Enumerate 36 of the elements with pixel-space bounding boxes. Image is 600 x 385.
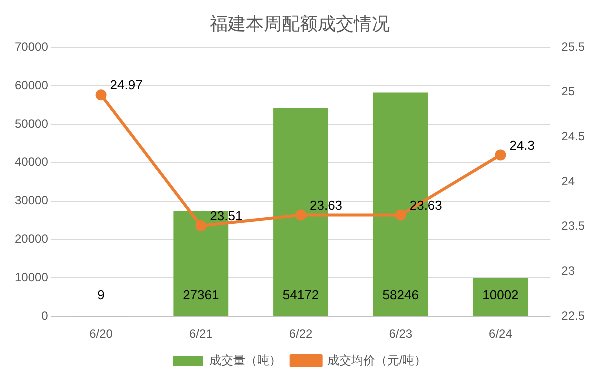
bar [473,278,528,316]
point [395,210,406,221]
point [296,210,307,221]
data-label: 24.3 [510,138,536,153]
x-tick-label: 6/22 [289,327,314,342]
x-tick-label: 6/20 [90,327,114,342]
y-tick-label: 50000 [14,116,49,131]
point [96,90,107,101]
x-tick-label: 6/21 [189,327,214,342]
point [196,220,207,232]
y2-tick-label: 25.5 [562,40,586,54]
data-label: 24.97 [110,78,143,93]
y-tick-label: 40000 [14,155,49,170]
y-tick-label: 10000 [14,270,49,284]
y2-tick-label: 24.5 [562,130,586,144]
y-tick-label: 0 [42,308,49,323]
data-label: 10002 [482,288,519,303]
y-tick-label: 30000 [14,194,49,208]
y2-tick-label: 23 [562,264,576,278]
y2-tick-label: 25 [562,84,576,99]
legend-label: 成交量（吨） [209,353,282,368]
legend-label: 成交均价（元/吨） [327,353,427,368]
chart-title: 福建本周配额成交情况 [210,14,390,34]
y-tick-label: 60000 [14,78,49,92]
data-label: 27361 [183,288,220,303]
data-label: 58246 [382,288,419,303]
data-label: 9 [98,288,105,303]
y2-tick-label: 24 [562,174,576,188]
data-label: 54172 [282,288,320,303]
point [495,150,506,161]
y2-tick-label: 23.5 [562,219,586,234]
y-tick-label: 20000 [14,232,49,246]
x-tick-label: 6/24 [489,327,513,342]
x-tick-label: 6/23 [389,327,413,342]
y-tick-label: 70000 [14,40,49,54]
y2-tick-label: 22.5 [562,308,586,323]
